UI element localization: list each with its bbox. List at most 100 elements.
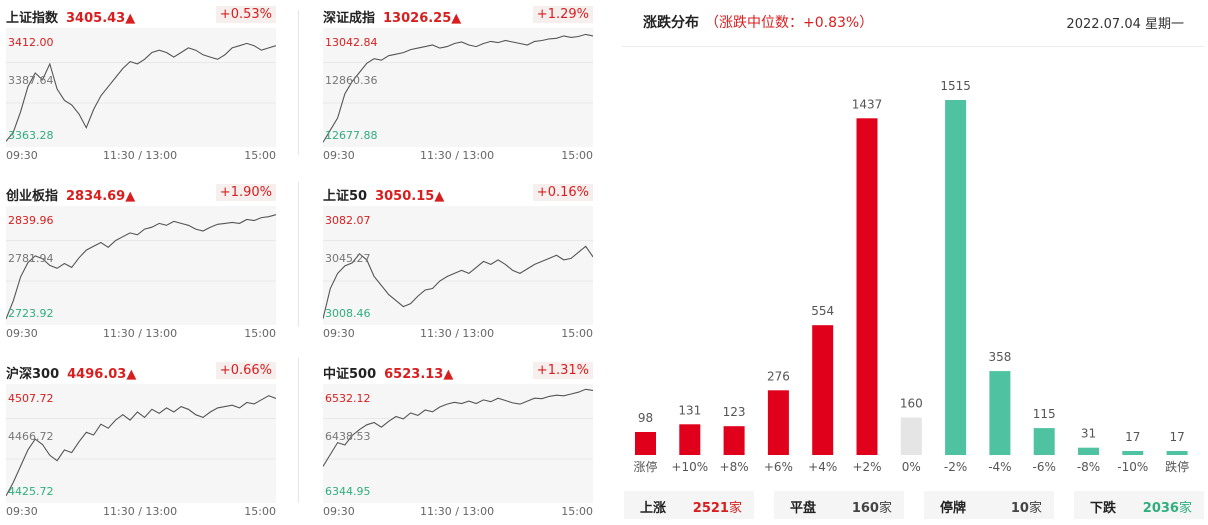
stat-label: 上涨 [640, 501, 667, 516]
y-tick-low: 12677.88 [325, 129, 378, 142]
intraday-line-svg [6, 214, 276, 320]
x-tick-end: 15:00 [244, 505, 276, 518]
index-intraday-chart: 13042.84 12860.36 12677.88 [323, 28, 593, 147]
category-label: +10% [671, 460, 708, 474]
x-tick-start: 09:30 [6, 327, 38, 340]
x-tick-start: 09:30 [6, 149, 38, 162]
header-divider [622, 46, 1204, 47]
index-header: 深证成指 13026.25▲ +1.29% [323, 0, 593, 28]
x-tick-start: 09:30 [6, 505, 38, 518]
bar-+2% [856, 118, 878, 456]
category-label: 0% [902, 460, 921, 474]
intraday-line-svg [323, 33, 593, 143]
y-tick-low: 2723.92 [8, 307, 54, 320]
x-tick-mid: 11:30 / 13:00 [420, 505, 495, 518]
up-arrow-icon: ▲ [443, 367, 454, 382]
index-price-line [323, 245, 593, 319]
index-card-cyb[interactable]: 创业板指 2834.69▲ +1.90% 2839.96 2781.94 2723… [6, 178, 276, 350]
y-tick-high: 3082.07 [325, 214, 371, 227]
index-card-sh[interactable]: 上证指数 3405.43▲ +0.53% 3412.00 3387.64 3363… [6, 0, 276, 172]
category-label: 跌停 [1165, 459, 1189, 474]
x-tick-end: 15:00 [244, 327, 276, 340]
stat-value: 2036家 [1142, 501, 1192, 516]
bar-+10% [679, 424, 701, 455]
y-tick-mid: 6438.53 [325, 430, 371, 443]
index-card-sz50[interactable]: 上证50 3050.15▲ +0.16% 3082.07 3045.27 3008… [323, 178, 593, 350]
y-tick-mid: 4466.72 [8, 430, 54, 443]
stat-down: 下跌 2036家 [1074, 491, 1204, 519]
index-name: 沪深300 [6, 367, 60, 382]
x-tick-mid: 11:30 / 13:00 [420, 149, 495, 162]
y-tick-high: 6532.12 [325, 392, 371, 405]
bar--10% [1122, 451, 1144, 455]
x-tick-end: 15:00 [561, 327, 593, 340]
x-tick-end: 15:00 [244, 149, 276, 162]
x-tick-start: 09:30 [323, 327, 355, 340]
intraday-line-svg [6, 395, 276, 497]
x-tick-mid: 11:30 / 13:00 [103, 505, 178, 518]
index-intraday-chart: 4507.72 4466.72 4425.72 [6, 384, 276, 503]
category-label: -8% [1077, 460, 1100, 474]
bar-0% [900, 417, 922, 455]
index-price: 4496.03▲ [67, 367, 137, 382]
bar-value-label: 115 [1033, 407, 1056, 421]
index-price-line [6, 42, 276, 142]
index-intraday-chart: 3412.00 3387.64 3363.28 [6, 28, 276, 147]
index-name: 上证50 [323, 189, 368, 204]
index-price: 13026.25▲ [383, 11, 462, 26]
index-price: 2834.69▲ [66, 189, 136, 204]
index-card-sz[interactable]: 深证成指 13026.25▲ +1.29% 13042.84 12860.36 1… [323, 0, 593, 172]
y-tick-high: 13042.84 [325, 36, 378, 49]
bar-value-label: 276 [767, 369, 790, 383]
stat-value: 10家 [1010, 501, 1042, 516]
bar-value-label: 31 [1081, 427, 1096, 441]
x-tick-mid: 11:30 / 13:00 [420, 327, 495, 340]
index-change-badge: +0.53% [215, 6, 276, 23]
index-header: 中证500 6523.13▲ +1.31% [323, 356, 593, 384]
y-tick-low: 3363.28 [8, 129, 54, 142]
category-label: +6% [764, 460, 793, 474]
index-change-badge: +1.31% [532, 362, 593, 379]
bar--4% [989, 371, 1011, 455]
bar-跌停 [1166, 451, 1188, 455]
category-label: -4% [988, 460, 1011, 474]
bar--2% [945, 100, 967, 455]
y-tick-mid: 3387.64 [8, 74, 54, 87]
index-header: 上证指数 3405.43▲ +0.53% [6, 0, 276, 28]
y-tick-low: 6344.95 [325, 485, 371, 498]
up-arrow-icon: ▲ [434, 189, 445, 204]
y-tick-mid: 3045.27 [325, 252, 371, 265]
stat-label: 停牌 [940, 501, 967, 516]
index-price: 3050.15▲ [375, 189, 445, 204]
column-separator [298, 358, 299, 503]
bar-value-label: 1437 [852, 97, 883, 111]
index-card-hs300[interactable]: 沪深300 4496.03▲ +0.66% 4507.72 4466.72 442… [6, 356, 276, 525]
index-change-badge: +1.90% [215, 184, 276, 201]
stat-value: 160家 [851, 501, 892, 516]
bar-value-label: 554 [811, 304, 834, 318]
bar-value-label: 123 [723, 405, 746, 419]
distribution-bar-chart: 98 涨停 131 +10% 123 +8% 276 +6% 554 +4% 1437 +2% 160 0… [633, 79, 1189, 474]
bar-value-label: 358 [988, 350, 1011, 364]
bar--8% [1078, 447, 1099, 455]
category-label: +8% [720, 460, 749, 474]
x-tick-mid: 11:30 / 13:00 [103, 327, 178, 340]
bar-value-label: 1515 [940, 79, 971, 93]
index-intraday-chart: 3082.07 3045.27 3008.46 [323, 206, 593, 325]
index-name: 创业板指 [6, 189, 59, 204]
bar-value-label: 98 [638, 411, 653, 425]
bar-value-label: 160 [900, 397, 923, 411]
index-price-line [323, 388, 593, 467]
y-tick-mid: 12860.36 [325, 74, 378, 87]
up-arrow-icon: ▲ [451, 11, 462, 26]
bar-+8% [723, 426, 745, 455]
category-label: 涨停 [633, 459, 657, 474]
index-header: 上证50 3050.15▲ +0.16% [323, 178, 593, 206]
bar-+6% [767, 390, 789, 455]
y-tick-low: 3008.46 [325, 307, 371, 320]
bar-value-label: 131 [678, 403, 701, 417]
index-change-badge: +0.66% [215, 362, 276, 379]
index-card-zz500[interactable]: 中证500 6523.13▲ +1.31% 6532.12 6438.53 634… [323, 356, 593, 525]
trade-date: 2022.07.04 星期一 [1066, 17, 1184, 32]
intraday-line-svg [6, 42, 276, 142]
